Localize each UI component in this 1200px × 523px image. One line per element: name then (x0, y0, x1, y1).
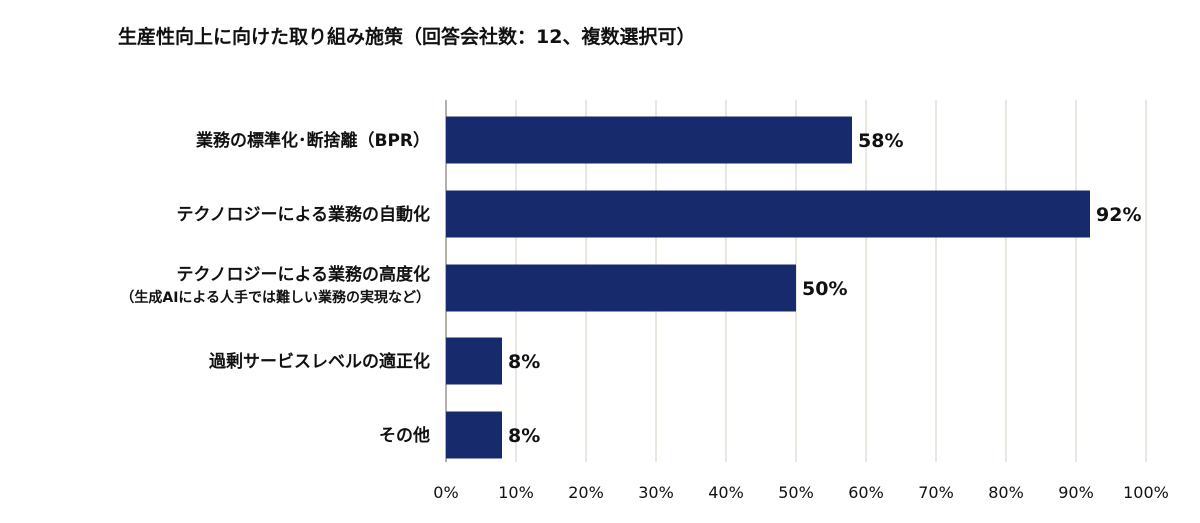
bar (446, 411, 502, 459)
value-label: 92% (1096, 204, 1141, 226)
category-labels: 業務の標準化･断捨離（BPR） テクノロジーによる業務の自動化テクノロジーによる業… (120, 130, 430, 446)
chart-title: 生産性向上に向けた取り組み施策（回答会社数：12、複数選択可） (118, 26, 696, 48)
bar (446, 264, 796, 312)
category-label: テクノロジーによる業務の自動化 (177, 204, 430, 225)
category-label: テクノロジーによる業務の高度化 (177, 264, 430, 285)
bars (446, 116, 1090, 459)
x-tick-label: 40% (708, 483, 744, 502)
x-tick-label: 90% (1058, 483, 1094, 502)
x-tick-label: 20% (568, 483, 604, 502)
value-label: 8% (508, 351, 540, 373)
bar (446, 116, 852, 164)
value-label: 58% (858, 130, 903, 152)
x-tick-label: 70% (918, 483, 954, 502)
bar (446, 337, 502, 385)
category-sublabel: （生成AIによる人手では難しい業務の実現など） (120, 289, 430, 306)
x-tick-label: 100% (1123, 483, 1169, 502)
x-tick-label: 10% (498, 483, 534, 502)
x-tick-label: 30% (638, 483, 674, 502)
x-tick-label: 0% (433, 483, 458, 502)
x-tick-label: 80% (988, 483, 1024, 502)
bar (446, 190, 1090, 238)
x-tick-labels: 0% 10% 20% 30% 40% 50% 60% 70% 80% 90% 100% (433, 483, 1169, 502)
category-label: その他 (379, 425, 430, 446)
x-tick-label: 60% (848, 483, 884, 502)
value-label: 8% (508, 425, 540, 447)
x-tick-label: 50% (778, 483, 814, 502)
value-label: 50% (802, 278, 847, 300)
category-label: 業務の標準化･断捨離（BPR） (196, 130, 430, 151)
category-label: 過剰サービスレベルの適正化 (209, 351, 430, 372)
value-labels: 58% 92% 50% 8% 8% (508, 130, 1141, 447)
